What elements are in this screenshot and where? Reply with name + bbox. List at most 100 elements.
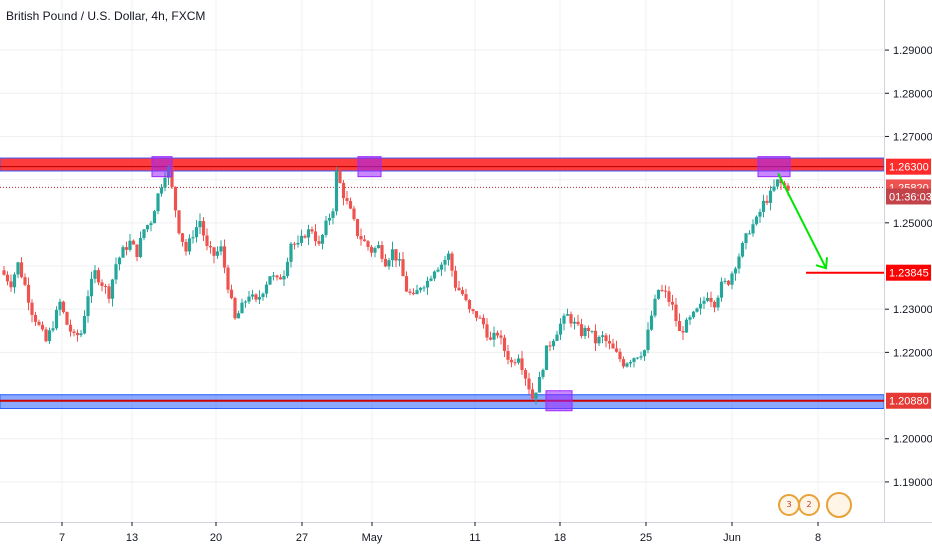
touch-marker (151, 156, 173, 178)
candle-body (110, 279, 115, 299)
candle-body (12, 274, 17, 288)
candle-body (72, 331, 76, 333)
candle-body (772, 186, 776, 191)
y-tick-label: 1.27000 (893, 131, 932, 143)
candle-body (467, 300, 472, 310)
candle-body (509, 359, 514, 363)
candle-body (282, 276, 286, 280)
candle-body (408, 291, 412, 293)
candle-body (219, 246, 223, 252)
candle-body (317, 241, 321, 244)
candle-body (719, 281, 724, 298)
candle-body (275, 275, 279, 278)
candle-body (702, 300, 706, 304)
candle-body (250, 294, 255, 297)
candle-body (712, 301, 717, 308)
candle-body (583, 327, 587, 337)
candle-body (726, 280, 731, 285)
candle-body (663, 290, 668, 292)
candle-body (96, 270, 101, 283)
candle-body (450, 253, 454, 271)
candle-body (544, 345, 549, 370)
touch-marker (545, 390, 573, 412)
x-tick-label: 8 (815, 532, 821, 544)
candle-body (240, 302, 244, 314)
candle-body (551, 340, 556, 347)
projection-arrow-head (815, 257, 828, 270)
candle-body (9, 281, 13, 288)
candle-body (68, 324, 73, 332)
candle-body (562, 315, 566, 324)
x-tick-label: 27 (296, 532, 308, 544)
x-tick-label: 11 (469, 532, 480, 544)
candle-body (639, 356, 643, 358)
candle-body (16, 262, 20, 275)
support-price-tag-bg (886, 392, 931, 409)
candle-body (548, 345, 552, 347)
candle-body (243, 301, 248, 303)
candle-body (19, 262, 24, 278)
candle-body (516, 358, 521, 363)
candle-body (667, 291, 671, 302)
candle-body (215, 251, 220, 256)
y-tick-label: 1.29000 (893, 45, 932, 57)
x-tick-label: 25 (640, 532, 652, 544)
candle-body (443, 259, 447, 265)
candle-body (292, 243, 297, 245)
candle-body (61, 301, 66, 313)
candle-body (345, 198, 349, 201)
candle-body (187, 238, 192, 252)
candle-body (79, 333, 83, 336)
candle-body (520, 358, 524, 371)
candle-body (271, 275, 276, 277)
candle-body (485, 324, 489, 338)
candle-body (299, 235, 304, 243)
touch-marker (757, 156, 791, 178)
candle-body (173, 186, 178, 211)
currency-pair-icon[interactable] (826, 492, 852, 518)
candle-body (737, 256, 741, 269)
candle-body (495, 332, 500, 336)
target-price-tag: 1.23845 (889, 268, 929, 280)
candle-body (488, 337, 493, 340)
candle-body (2, 270, 6, 275)
candle-body (541, 369, 545, 377)
candle-body (100, 282, 104, 286)
candle-body (131, 240, 136, 245)
candle-body (688, 317, 692, 320)
candle-body (135, 244, 139, 258)
candle-body (481, 317, 486, 325)
candle-body (124, 247, 129, 250)
candle-body (646, 329, 650, 351)
candle-body (681, 330, 685, 333)
candle-body (593, 330, 598, 344)
candle-body (397, 259, 402, 261)
event-count-2: 2 (806, 500, 812, 509)
candle-body (324, 220, 328, 235)
us-event-icon[interactable]: 2 (798, 494, 820, 516)
support-price-tag: 1.20880 (889, 396, 929, 408)
candle-body (698, 303, 703, 309)
event-count-1: 3 (786, 500, 792, 509)
candle-body (733, 268, 738, 274)
candle-body (152, 211, 157, 224)
candle-body (401, 259, 405, 277)
candle-body (296, 242, 300, 245)
candle-body (691, 311, 696, 318)
candle-body (268, 276, 272, 285)
candle-body (618, 351, 622, 360)
candle-body (226, 267, 230, 290)
candle-body (121, 247, 125, 258)
candle-body (254, 294, 258, 300)
candle-body (376, 245, 381, 249)
candle-body (642, 350, 647, 357)
candle-body (103, 285, 108, 287)
candle-body (355, 219, 360, 237)
candle-body (303, 235, 307, 238)
candle-body (352, 208, 356, 220)
candle-body (5, 274, 10, 282)
uk-event-icon[interactable]: 3 (778, 494, 800, 516)
candle-body (289, 243, 293, 262)
candle-body (58, 301, 62, 310)
